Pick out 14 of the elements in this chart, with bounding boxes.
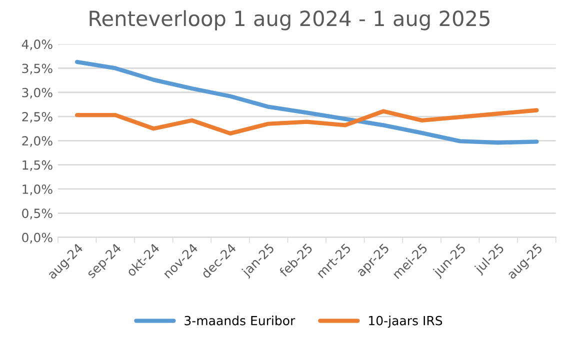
y-tick-label: 0,5% (22, 208, 52, 220)
legend-label: 10-jaars IRS (369, 316, 442, 328)
y-tick-label: 4,0% (22, 40, 52, 50)
line-series (74, 60, 539, 145)
y-tick-label: 2,5% (22, 112, 52, 123)
y-tick-label: 3,0% (22, 88, 52, 99)
y-tick-label: 2,0% (22, 136, 52, 147)
line-series (74, 108, 539, 136)
y-tick-label: 1,5% (22, 160, 52, 172)
y-tick-label: 0,0% (22, 232, 52, 244)
y-tick-label: 1,0% (22, 184, 52, 196)
y-tick-label: 3,5% (22, 64, 52, 74)
chart-title: Renteverloop 1 aug 2024 - 1 aug 2025 (90, 10, 490, 30)
legend-label: 3-maands Euribor (184, 316, 296, 326)
